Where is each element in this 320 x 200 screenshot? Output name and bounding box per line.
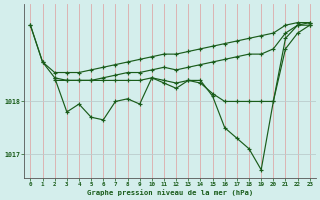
X-axis label: Graphe pression niveau de la mer (hPa): Graphe pression niveau de la mer (hPa) xyxy=(87,189,253,196)
